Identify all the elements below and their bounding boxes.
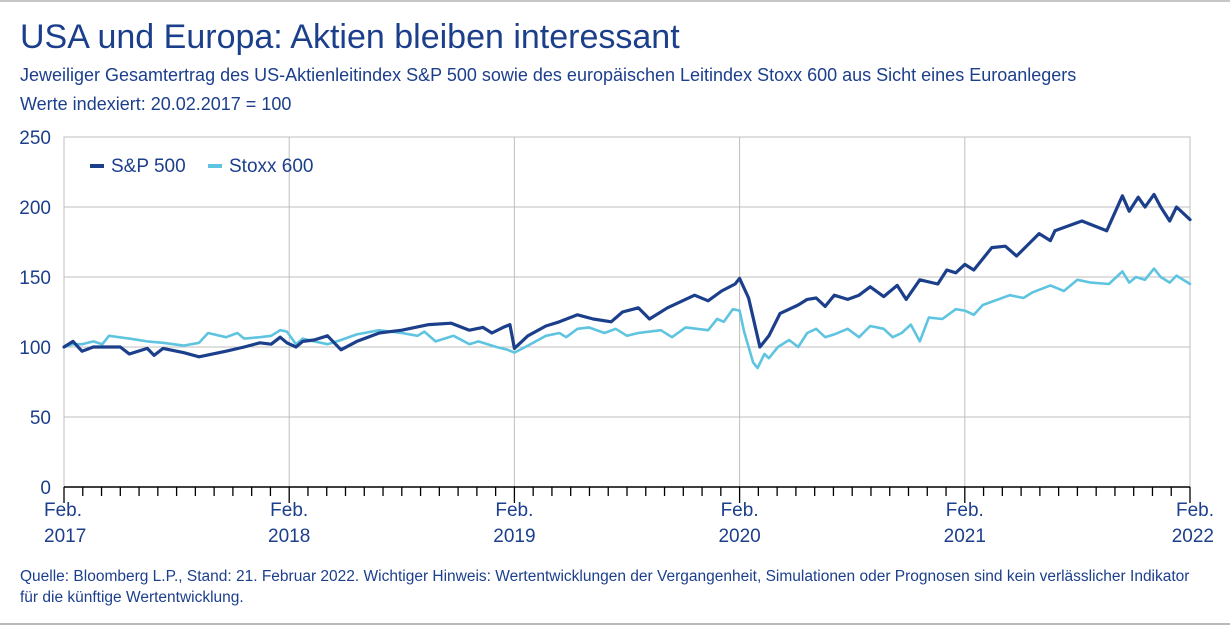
legend-label-stoxx600: Stoxx 600 [229,156,314,177]
x-tick-label: Feb. [1176,500,1214,521]
series [62,192,1192,370]
x-tick-label: Feb. [44,500,82,521]
legend: S&P 500 Stoxx 600 [90,156,314,177]
x-tick-label: Feb. [721,500,759,521]
bottom-rule [0,623,1230,625]
chart-index-note: Werte indexiert: 20.02.2017 = 100 [20,94,292,114]
series-line-sp500 [62,192,1192,359]
line-chart: 0 50 100 150 200 250 Feb. 2017 Feb. 2018 Feb. 2019 F… [19,128,1214,547]
legend-label-sp500: S&P 500 [111,156,186,177]
chart-subtitle: Jeweiliger Gesamtertrag des US-Aktienlei… [20,65,1077,85]
y-tick-label: 200 [19,198,51,219]
chart-title: USA und Europa: Aktien bleiben interessa… [20,18,680,56]
x-tick-label: Feb. [946,500,984,521]
x-tick-label: 2022 [1172,526,1214,547]
y-tick-label: 100 [19,338,51,359]
x-tick-label: Feb. [495,500,533,521]
top-rule [0,0,1230,2]
series-line-stoxx600 [62,267,1192,370]
y-tick-label: 150 [19,268,51,289]
y-tick-label: 250 [19,128,51,149]
y-tick-label: 0 [40,478,51,499]
x-tick-label: 2021 [944,526,986,547]
axes: 0 50 100 150 200 250 Feb. 2017 Feb. 2018 Feb. 2019 F… [19,128,1214,547]
x-tick-label: 2020 [718,526,760,547]
x-tick-label: 2019 [493,526,535,547]
x-tick-label: 2018 [268,526,310,547]
x-tick-label: 2017 [44,526,86,547]
source-note: Quelle: Bloomberg L.P., Stand: 21. Febru… [20,568,1190,606]
x-tick-label: Feb. [270,500,308,521]
y-tick-label: 50 [30,408,51,429]
